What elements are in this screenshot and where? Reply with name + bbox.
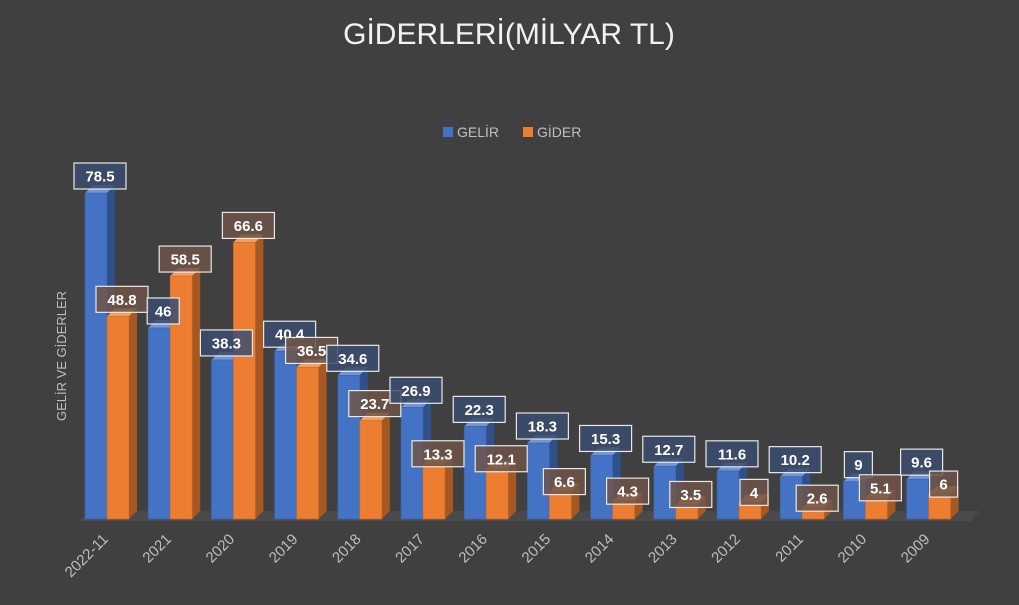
x-tick-2009: 2009 — [898, 531, 934, 567]
svg-text:15.3: 15.3 — [591, 431, 620, 448]
svg-text:12.1: 12.1 — [487, 451, 516, 468]
svg-text:34.6: 34.6 — [338, 351, 367, 368]
x-axis-ticks: 2022-11 2021 2020 2019 2018 2017 2016 2015 2014 2… — [62, 531, 934, 581]
data-label-geli-r-2016: 22.3 — [452, 395, 506, 423]
legend-label-geli-r: GELİR — [457, 123, 499, 140]
y-axis-label: GELİR VE GİDERLER — [54, 291, 69, 421]
data-label-geli-r-2015: 18.3 — [515, 412, 570, 440]
x-tick-2016: 2016 — [455, 531, 491, 567]
data-label-gi-der-2013: 3.5 — [669, 480, 713, 509]
bar-gi-der-2020 — [233, 234, 264, 520]
data-label-geli-r-2012: 11.6 — [705, 440, 759, 468]
legend-swatch-gi-der — [523, 127, 533, 137]
data-label-geli-r-2017: 26.9 — [389, 376, 443, 404]
x-tick-2019: 2019 — [266, 531, 302, 567]
svg-text:5.1: 5.1 — [870, 480, 891, 497]
data-label-geli-r-2022-11: 78.5 — [73, 162, 127, 190]
svg-text:12.7: 12.7 — [654, 442, 683, 459]
svg-text:4: 4 — [750, 485, 759, 502]
data-label-gi-der-2015: 6.6 — [542, 467, 587, 496]
x-tick-2021: 2021 — [139, 531, 175, 567]
x-tick-2015: 2015 — [519, 531, 555, 567]
data-label-geli-r-2014: 15.3 — [578, 424, 633, 453]
svg-text:38.3: 38.3 — [212, 335, 241, 352]
x-tick-2018: 2018 — [329, 531, 365, 567]
data-label-geli-r-2013: 12.7 — [642, 435, 696, 463]
svg-text:26.9: 26.9 — [401, 383, 430, 400]
x-tick-2010: 2010 — [835, 531, 871, 567]
data-label-geli-r-2011: 10.2 — [768, 446, 822, 474]
bar-gi-der-2022-11 — [106, 308, 137, 520]
bars — [84, 185, 959, 520]
x-tick-2017: 2017 — [392, 531, 428, 567]
svg-text:2.6: 2.6 — [807, 491, 828, 508]
svg-text:58.5: 58.5 — [171, 252, 200, 269]
svg-text:66.6: 66.6 — [234, 218, 263, 235]
svg-text:11.6: 11.6 — [718, 446, 746, 463]
legend-label-gi-der: GİDER — [537, 123, 581, 140]
data-label-gi-der-2022-11: 48.8 — [95, 285, 149, 313]
data-label-gi-der-2011: 2.6 — [795, 484, 839, 512]
x-tick-2013: 2013 — [645, 531, 681, 567]
svg-text:23.7: 23.7 — [360, 396, 389, 413]
svg-text:3.5: 3.5 — [680, 487, 701, 504]
x-tick-2011: 2011 — [772, 531, 807, 566]
svg-text:6.6: 6.6 — [554, 474, 575, 491]
x-tick-2020: 2020 — [203, 531, 239, 567]
svg-text:6: 6 — [939, 477, 947, 494]
data-label-gi-der-2009: 6 — [928, 470, 959, 498]
data-label-gi-der-2014: 4.3 — [605, 477, 650, 505]
data-label-gi-der-2020: 66.6 — [221, 211, 275, 240]
data-label-geli-r-2020: 38.3 — [199, 329, 253, 357]
data-label-gi-der-2012: 4 — [739, 478, 769, 506]
x-tick-2014: 2014 — [582, 531, 618, 567]
svg-text:48.8: 48.8 — [107, 292, 136, 309]
svg-text:46: 46 — [155, 303, 172, 320]
svg-text:13.3: 13.3 — [423, 446, 452, 463]
legend-swatch-geli-r — [443, 127, 453, 137]
x-tick-2022-11: 2022-11 — [62, 531, 112, 581]
svg-text:9.6: 9.6 — [911, 455, 932, 472]
svg-text:36.5: 36.5 — [297, 343, 326, 360]
data-label-gi-der-2010: 5.1 — [858, 474, 903, 502]
svg-text:9: 9 — [854, 457, 862, 474]
svg-text:18.3: 18.3 — [528, 419, 557, 436]
bar-gi-der-2019 — [296, 359, 327, 520]
svg-text:22.3: 22.3 — [465, 402, 494, 419]
data-label-geli-r-2021: 46 — [146, 297, 180, 325]
chart-title: GİDERLERİ(MİLYAR TL) — [343, 18, 675, 51]
data-label-geli-r-2010: 9 — [843, 451, 874, 479]
svg-text:10.2: 10.2 — [781, 452, 810, 469]
legend: GELİR GİDER — [443, 123, 581, 140]
x-tick-2012: 2012 — [708, 531, 744, 567]
data-label-gi-der-2016: 12.1 — [474, 445, 528, 473]
bar-gi-der-2018 — [359, 412, 390, 520]
data-label-gi-der-2017: 13.3 — [411, 440, 465, 468]
svg-text:78.5: 78.5 — [85, 169, 114, 186]
svg-text:4.3: 4.3 — [617, 484, 638, 501]
data-label-gi-der-2021: 58.5 — [158, 245, 212, 273]
data-label-geli-r-2018: 34.6 — [326, 344, 380, 372]
